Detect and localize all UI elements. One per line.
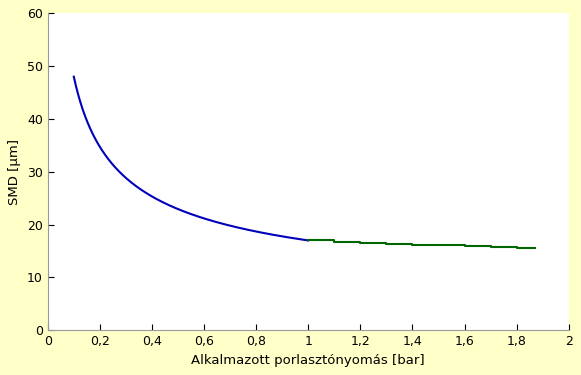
Y-axis label: SMD [μm]: SMD [μm]	[8, 139, 21, 205]
X-axis label: Alkalmazott porlasztónyomás [bar]: Alkalmazott porlasztónyomás [bar]	[191, 354, 425, 367]
